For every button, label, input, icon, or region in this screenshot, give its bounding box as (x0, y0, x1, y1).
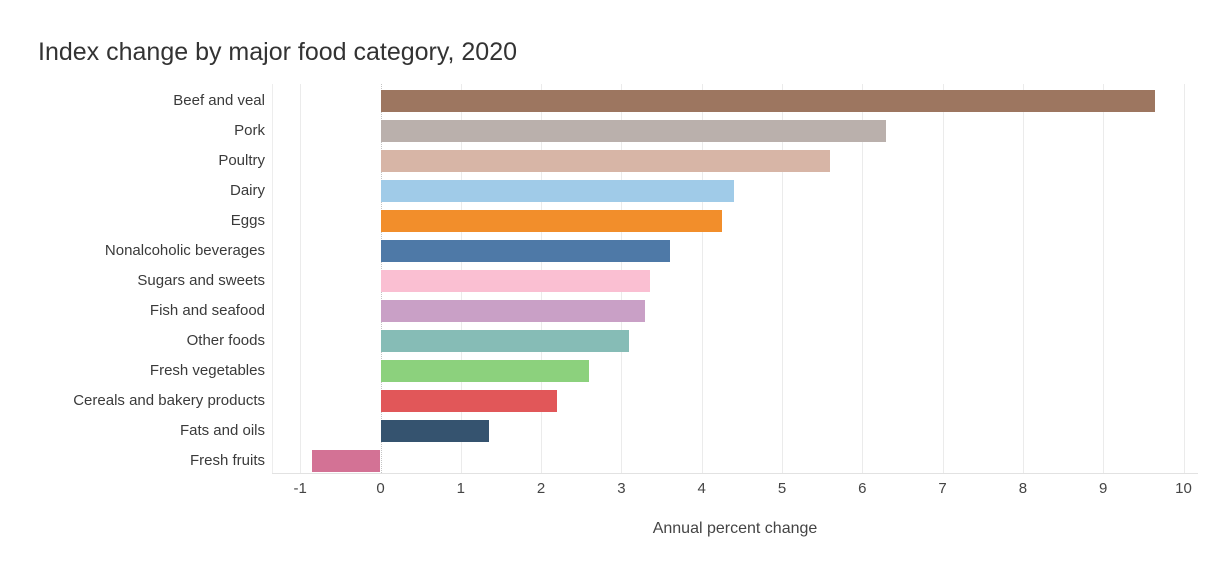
bar[interactable] (380, 420, 489, 442)
category-label: Poultry (218, 152, 265, 169)
gridline (300, 84, 302, 473)
category-label: Eggs (230, 212, 265, 229)
x-tick-label: 7 (938, 480, 947, 497)
gridline (782, 84, 783, 473)
category-label: Fats and oils (179, 422, 265, 439)
gridline (1103, 84, 1105, 473)
bar[interactable] (380, 330, 630, 352)
x-axis-title: Annual percent change (652, 520, 818, 537)
bar[interactable] (380, 180, 734, 202)
bar[interactable] (380, 210, 722, 232)
x-tick-label: 4 (697, 480, 706, 497)
bar[interactable] (380, 120, 887, 142)
bar[interactable] (380, 240, 670, 262)
x-tick-label: 0 (376, 480, 385, 497)
category-label: Dairy (229, 182, 265, 199)
x-tick-label: 1 (456, 480, 465, 497)
category-label: Fresh fruits (189, 452, 265, 469)
x-axis-line (272, 473, 1198, 474)
x-tick-label: 10 (1175, 480, 1192, 497)
x-tick-label: 9 (1099, 480, 1108, 497)
category-label: Fresh vegetables (149, 362, 265, 379)
bar[interactable] (380, 300, 646, 322)
category-label: Pork (234, 122, 265, 139)
x-tick-label: 6 (858, 480, 867, 497)
x-tick-label: 5 (777, 480, 787, 497)
category-label: Cereals and bakery products (73, 392, 265, 409)
x-tick-label: 8 (1018, 480, 1028, 497)
bar[interactable] (380, 90, 1156, 112)
category-label: Nonalcoholic beverages (104, 242, 265, 259)
gridline (862, 84, 864, 473)
gridline (942, 84, 944, 473)
category-label: Other foods (186, 332, 265, 349)
gridline (1183, 84, 1185, 473)
chart-title: Index change by major food category, 202… (38, 38, 518, 66)
category-label: Sugars and sweets (137, 272, 265, 289)
bar[interactable] (380, 390, 558, 412)
x-tick-label: 2 (536, 480, 546, 497)
x-tick-label: -1 (293, 480, 307, 497)
gridline (701, 84, 703, 473)
category-label: Beef and veal (173, 92, 265, 109)
x-tick-label: 3 (617, 480, 626, 497)
category-label: Fish and seafood (149, 302, 265, 319)
bar[interactable] (312, 450, 381, 472)
gridline (1022, 84, 1024, 473)
bar[interactable] (380, 150, 831, 172)
bar[interactable] (380, 270, 650, 292)
bar[interactable] (380, 360, 590, 382)
plot-left-edge-line (272, 84, 273, 473)
